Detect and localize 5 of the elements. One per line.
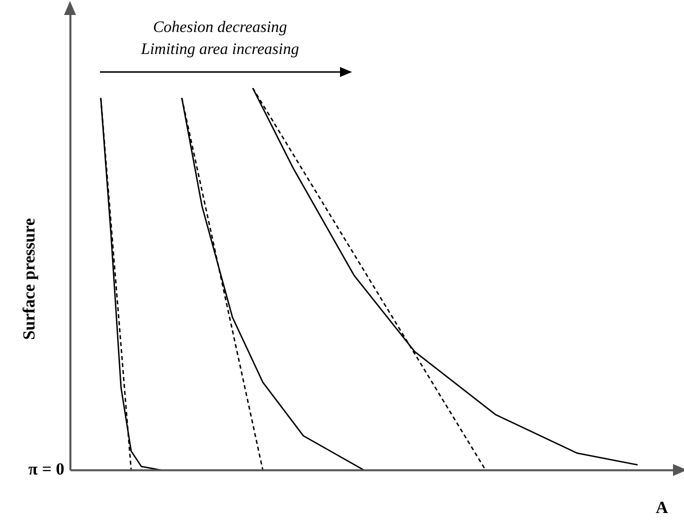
x-axis-title: A [656,498,669,518]
text: Limiting area increasing [140,41,299,58]
y-axis-title: Surface pressure [20,218,39,340]
text: π = 0 [28,460,64,479]
text: Cohesion decreasing [152,19,288,36]
